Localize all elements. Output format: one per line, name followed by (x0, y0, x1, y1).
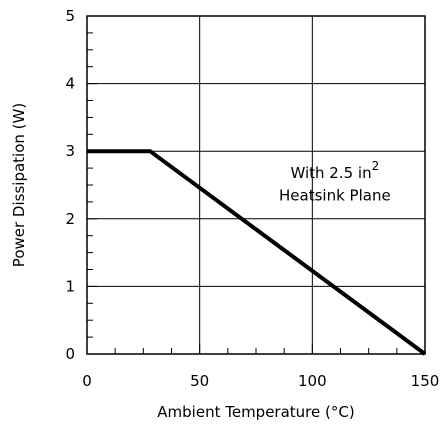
x-tick-label: 150 (411, 372, 440, 390)
y-tick-label: 5 (65, 7, 75, 25)
x-tick-label: 100 (298, 372, 327, 390)
plot-frame (86, 15, 426, 355)
annotation-superscript: 2 (372, 159, 380, 173)
x-tick-label: 0 (82, 372, 92, 390)
y-tick-label: 3 (65, 142, 75, 160)
y-axis-title: Power Dissipation (W) (10, 103, 28, 267)
x-tick-labels: 0 50 100 150 (82, 372, 439, 390)
annotation-line-2: Heatsink Plane (279, 187, 391, 205)
y-tick-label: 4 (65, 75, 75, 93)
y-tick-label: 2 (65, 210, 75, 228)
x-tick-label: 50 (190, 372, 209, 390)
x-axis-title: Ambient Temperature (°C) (157, 403, 354, 421)
y-tick-label: 1 (65, 277, 75, 295)
series-line (87, 149, 427, 356)
annotation-line-1: With 2.5 in2 (290, 159, 379, 182)
grid-lines (86, 15, 426, 355)
y-tick-labels: 0 1 2 3 4 5 (65, 7, 75, 363)
minor-ticks (86, 15, 426, 355)
annotation-line-1-text: With 2.5 in (290, 164, 371, 182)
y-tick-label: 0 (65, 345, 75, 363)
annotation: With 2.5 in2 Heatsink Plane (279, 159, 391, 204)
